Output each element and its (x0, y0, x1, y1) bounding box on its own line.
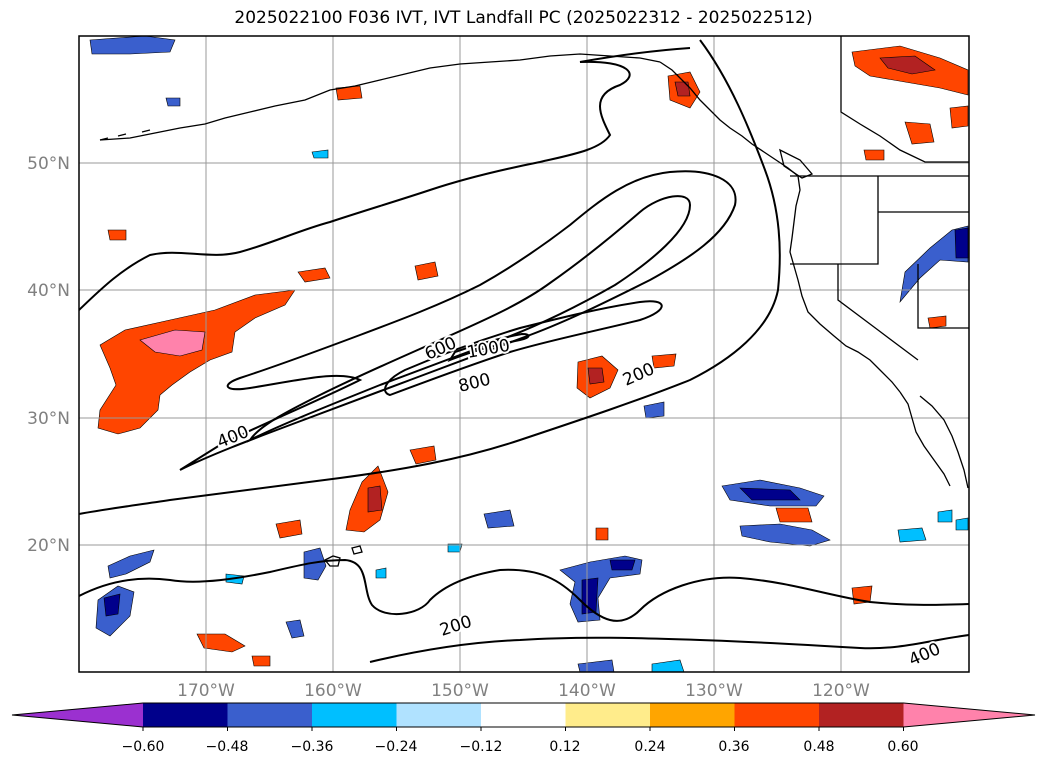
ivt-contour-800 (384, 300, 663, 397)
colorbar-segment (650, 703, 735, 727)
lat-label-40n: 40°N (27, 281, 70, 301)
pc-region-alaska-east-core (879, 55, 936, 75)
colorbar-segment (565, 703, 651, 727)
colorbar-segment (396, 703, 482, 727)
colorbar-extend-max (903, 703, 1035, 727)
colorbar-extend-min (12, 703, 143, 727)
colorbar-tick-label: −0.48 (206, 739, 249, 755)
lon-label-160w: 160°W (304, 681, 362, 701)
lon-label-120w: 120°W (812, 681, 870, 701)
colorbar-tick-label: 0.48 (803, 739, 834, 755)
ivt-contour-600 (247, 195, 692, 443)
latitude-labels: 50°N 40°N 30°N 20°N (27, 154, 70, 556)
mexico-mainland (919, 395, 969, 489)
ivt-contour-200-north (79, 47, 691, 311)
pc-region-pink-core (139, 329, 206, 357)
hawaii (323, 545, 363, 567)
lon-label-140w: 140°W (558, 681, 616, 701)
colorbar-tick-label: −0.12 (460, 739, 503, 755)
colorbar-segment (312, 703, 397, 727)
lat-label-30n: 30°N (27, 409, 70, 429)
colorbar-segment (143, 703, 228, 727)
ivt-contour-200-east (79, 39, 781, 515)
colorbar-segments (11, 702, 1036, 728)
lon-label-150w: 150°W (431, 681, 489, 701)
ivt-contour-400-south (369, 634, 969, 663)
colorbar-tick-label: −0.24 (375, 739, 418, 755)
lon-label-170w: 170°W (177, 681, 235, 701)
colorbar-tick-label: −0.36 (291, 739, 334, 755)
baja-california (899, 391, 951, 487)
negative-pc-regions (89, 36, 969, 672)
longitude-labels: 170°W 160°W 150°W 140°W 130°W 120°W (177, 681, 870, 701)
pc-region-blue-west-us (899, 225, 969, 304)
ivt-contours (79, 39, 969, 663)
lat-label-20n: 20°N (27, 536, 70, 556)
colorbar-tick-label: 0.36 (718, 739, 749, 755)
lat-label-50n: 50°N (27, 154, 70, 174)
graticule (79, 36, 969, 672)
colorbar-segment (734, 703, 820, 727)
colorbar-tick-label: 0.12 (549, 739, 580, 755)
alaska-coast (99, 53, 661, 141)
colorbar-ticks (142, 727, 904, 731)
coastlines (99, 36, 969, 567)
map-frame (78, 35, 970, 673)
west-coast (789, 175, 901, 393)
ivt-contour-400 (179, 170, 737, 471)
pc-region-large-west (97, 289, 296, 435)
colorbar-tick-label: 0.24 (634, 739, 665, 755)
ivt-contour-200-south (79, 558, 969, 622)
colorbar-tick-label: −0.60 (122, 739, 165, 755)
alaska-canada-border (840, 36, 969, 163)
aleutians (99, 129, 151, 141)
positive-pc-regions (97, 45, 969, 667)
colorbar-tick-label: 0.60 (887, 739, 918, 755)
map-panel: 400 600 1000 800 200 200 400 (79, 36, 969, 672)
ivt-contour-1000 (447, 332, 530, 363)
lon-label-130w: 130°W (685, 681, 743, 701)
figure-title: 2025022100 F036 IVT, IVT Landfall PC (20… (234, 8, 813, 28)
colorbar-tick-labels: −0.60 −0.48 −0.36 −0.24 −0.12 0.12 0.24 … (122, 739, 919, 755)
vancouver-island (779, 148, 814, 179)
colorbar: −0.60 −0.48 −0.36 −0.24 −0.12 0.12 0.24 … (11, 702, 1036, 755)
state-lines (790, 176, 969, 361)
colorbar-segment (481, 703, 566, 727)
colorbar-segment (819, 703, 904, 727)
colorbar-segment (227, 703, 313, 727)
alaska-panhandle (659, 61, 799, 177)
